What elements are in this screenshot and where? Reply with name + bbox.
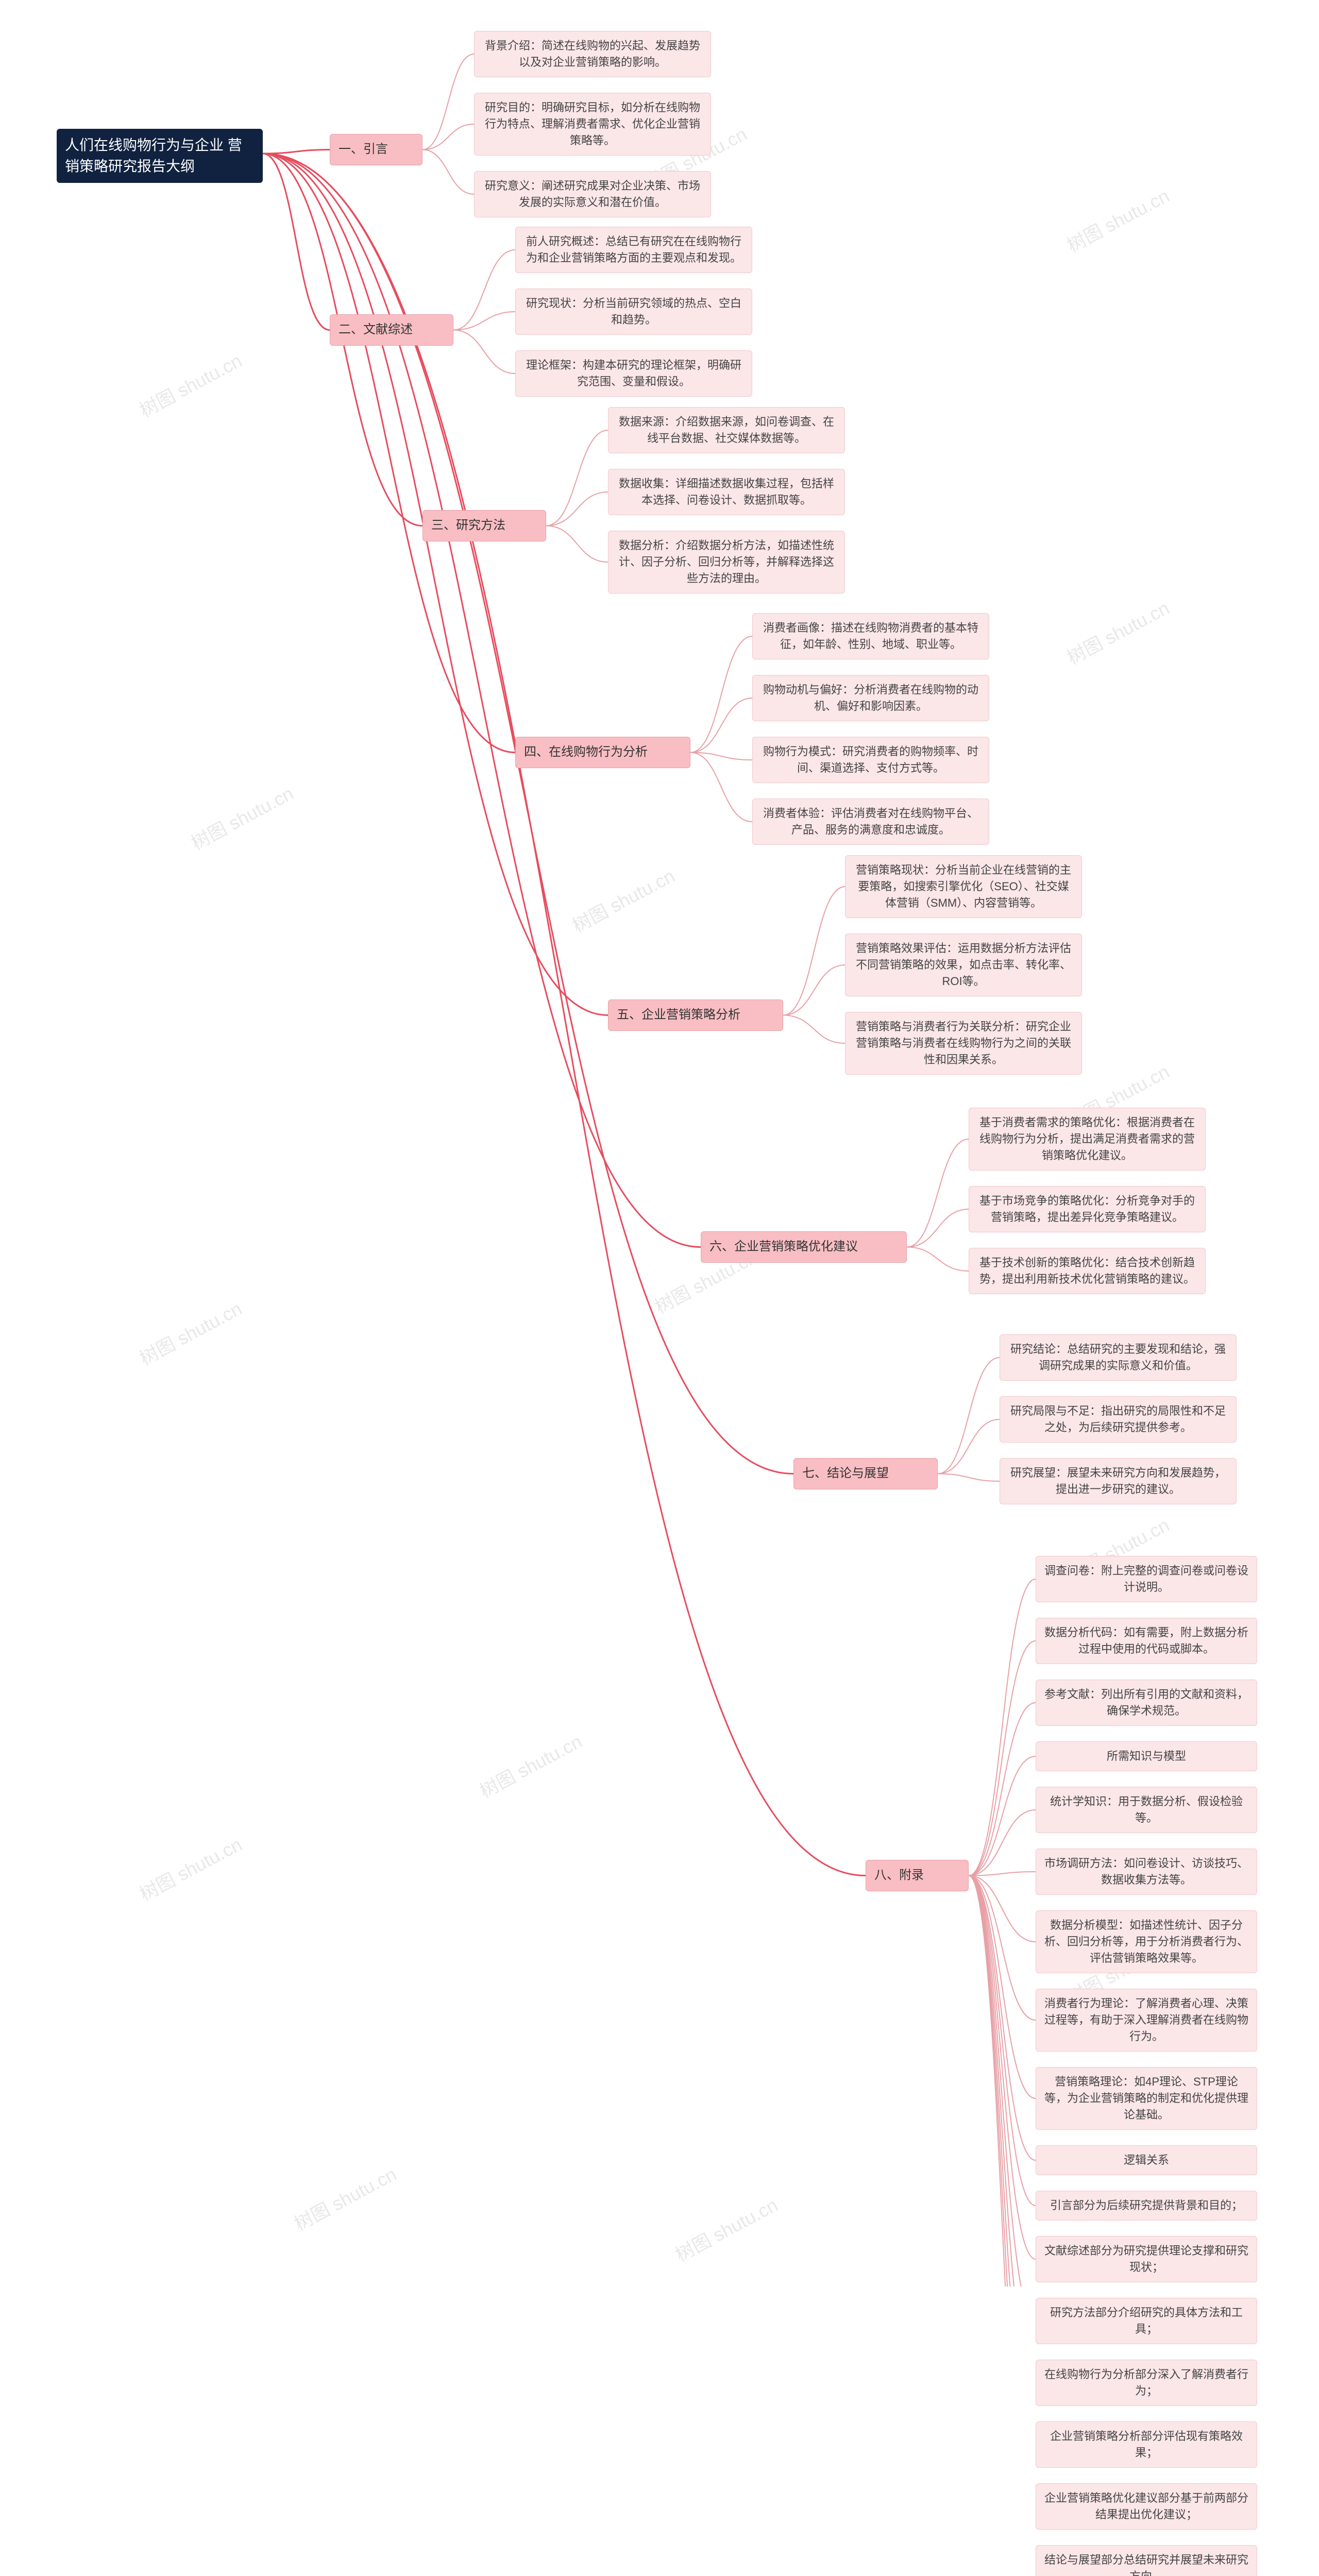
- s8-leaf-2: 参考文献：列出所有引用的文献和资料，确保学术规范。: [1036, 1680, 1257, 1726]
- watermark: 树图 shutu.cn: [134, 1830, 246, 1906]
- watermark: 树图 shutu.cn: [186, 779, 298, 855]
- s5-leaf-0: 营销策略现状：分析当前企业在线营销的主要策略，如搜索引擎优化（SEO）、社交媒体…: [845, 855, 1082, 918]
- s8-leaf-1: 数据分析代码：如有需要，附上数据分析过程中使用的代码或脚本。: [1036, 1618, 1257, 1664]
- watermark: 树图 shutu.cn: [134, 1294, 246, 1370]
- s6-leaf-1: 基于市场竞争的策略优化：分析竞争对手的营销策略，提出差异化竞争策略建议。: [969, 1186, 1206, 1232]
- root-node: 人们在线购物行为与企业 营销策略研究报告大纲: [57, 129, 263, 183]
- s1: 一、引言: [330, 134, 422, 165]
- s4-leaf-2: 购物行为模式：研究消费者的购物频率、时间、渠道选择、支付方式等。: [752, 737, 989, 783]
- s8-leaf-9: 逻辑关系: [1036, 2145, 1257, 2175]
- s8-leaf-6: 数据分析模型：如描述性统计、因子分析、回归分析等，用于分析消费者行为、评估营销策…: [1036, 1910, 1257, 1973]
- watermark: 树图 shutu.cn: [134, 346, 246, 422]
- watermark: 树图 shutu.cn: [475, 1727, 586, 1803]
- s2-leaf-1: 研究现状：分析当前研究领域的热点、空白和趋势。: [515, 289, 752, 335]
- s4-leaf-3: 消费者体验：评估消费者对在线购物平台、产品、服务的满意度和忠诚度。: [752, 799, 989, 845]
- s8-leaf-7: 消费者行为理论：了解消费者心理、决策过程等，有助于深入理解消费者在线购物行为。: [1036, 1989, 1257, 2052]
- s4: 四、在线购物行为分析: [515, 737, 690, 768]
- s8-leaf-5: 市场调研方法：如问卷设计、访谈技巧、数据收集方法等。: [1036, 1849, 1257, 1895]
- s1-leaf-2: 研究意义：阐述研究成果对企业决策、市场发展的实际意义和潜在价值。: [474, 171, 711, 217]
- s6: 六、企业营销策略优化建议: [701, 1231, 907, 1263]
- s2-leaf-2: 理论框架：构建本研究的理论框架，明确研究范围、变量和假设。: [515, 350, 752, 397]
- s4-leaf-1: 购物动机与偏好：分析消费者在线购物的动机、偏好和影响因素。: [752, 675, 989, 721]
- s7-leaf-1: 研究局限与不足：指出研究的局限性和不足之处，为后续研究提供参考。: [1000, 1396, 1237, 1443]
- s5-leaf-2: 营销策略与消费者行为关联分析：研究企业营销策略与消费者在线购物行为之间的关联性和…: [845, 1012, 1082, 1075]
- s8-leaf-15: 企业营销策略优化建议部分基于前两部分结果提出优化建议；: [1036, 2483, 1257, 2530]
- s4-leaf-0: 消费者画像：描述在线购物消费者的基本特征，如年龄、性别、地域、职业等。: [752, 613, 989, 659]
- s7-leaf-0: 研究结论：总结研究的主要发现和结论，强调研究成果的实际意义和价值。: [1000, 1334, 1237, 1381]
- s2-leaf-0: 前人研究概述：总结已有研究在在线购物行为和企业营销策略方面的主要观点和发现。: [515, 227, 752, 273]
- s8-leaf-11: 文献综述部分为研究提供理论支撑和研究现状；: [1036, 2236, 1257, 2282]
- s3: 三、研究方法: [422, 510, 546, 541]
- s8-leaf-16: 结论与展望部分总结研究并展望未来研究方向。: [1036, 2545, 1257, 2576]
- s5: 五、企业营销策略分析: [608, 999, 783, 1031]
- s8-leaf-0: 调查问卷：附上完整的调查问卷或问卷设计说明。: [1036, 1556, 1257, 1602]
- s8-leaf-4: 统计学知识：用于数据分析、假设检验等。: [1036, 1787, 1257, 1833]
- mindmap-canvas: 树图 shutu.cn 树图 shutu.cn 树图 shutu.cn 树图 shut…: [0, 0, 1319, 2286]
- watermark: 树图 shutu.cn: [670, 2191, 782, 2267]
- watermark: 树图 shutu.cn: [289, 2160, 401, 2236]
- s1-leaf-1: 研究目的：明确研究目标，如分析在线购物行为特点、理解消费者需求、优化企业营销策略…: [474, 93, 711, 156]
- s8-leaf-3: 所需知识与模型: [1036, 1741, 1257, 1771]
- watermark: 树图 shutu.cn: [567, 861, 679, 938]
- watermark: 树图 shutu.cn: [1062, 181, 1174, 258]
- s1-leaf-0: 背景介绍：简述在线购物的兴起、发展趋势以及对企业营销策略的影响。: [474, 31, 711, 77]
- s7: 七、结论与展望: [793, 1458, 938, 1489]
- s6-leaf-0: 基于消费者需求的策略优化：根据消费者在线购物行为分析，提出满足消费者需求的营销策…: [969, 1108, 1206, 1171]
- s7-leaf-2: 研究展望：展望未来研究方向和发展趋势，提出进一步研究的建议。: [1000, 1458, 1237, 1504]
- s6-leaf-2: 基于技术创新的策略优化：结合技术创新趋势，提出利用新技术优化营销策略的建议。: [969, 1248, 1206, 1294]
- s3-leaf-2: 数据分析：介绍数据分析方法，如描述性统计、因子分析、回归分析等，并解释选择这些方…: [608, 531, 845, 594]
- watermark: 树图 shutu.cn: [1062, 594, 1174, 670]
- s3-leaf-0: 数据来源：介绍数据来源，如问卷调查、在线平台数据、社交媒体数据等。: [608, 407, 845, 453]
- s2: 二、文献综述: [330, 314, 453, 346]
- s8-leaf-8: 营销策略理论：如4P理论、STP理论等，为企业营销策略的制定和优化提供理论基础。: [1036, 2067, 1257, 2130]
- s8-leaf-13: 在线购物行为分析部分深入了解消费者行为；: [1036, 2360, 1257, 2406]
- s3-leaf-1: 数据收集：详细描述数据收集过程，包括样本选择、问卷设计、数据抓取等。: [608, 469, 845, 515]
- s8-leaf-12: 研究方法部分介绍研究的具体方法和工具；: [1036, 2298, 1257, 2344]
- s5-leaf-1: 营销策略效果评估：运用数据分析方法评估不同营销策略的效果，如点击率、转化率、RO…: [845, 934, 1082, 996]
- s8: 八、附录: [866, 1860, 969, 1891]
- s8-leaf-10: 引言部分为后续研究提供背景和目的；: [1036, 2191, 1257, 2221]
- s8-leaf-14: 企业营销策略分析部分评估现有策略效果；: [1036, 2421, 1257, 2468]
